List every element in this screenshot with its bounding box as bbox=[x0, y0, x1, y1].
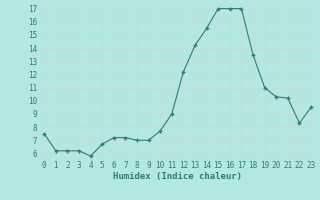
X-axis label: Humidex (Indice chaleur): Humidex (Indice chaleur) bbox=[113, 172, 242, 181]
